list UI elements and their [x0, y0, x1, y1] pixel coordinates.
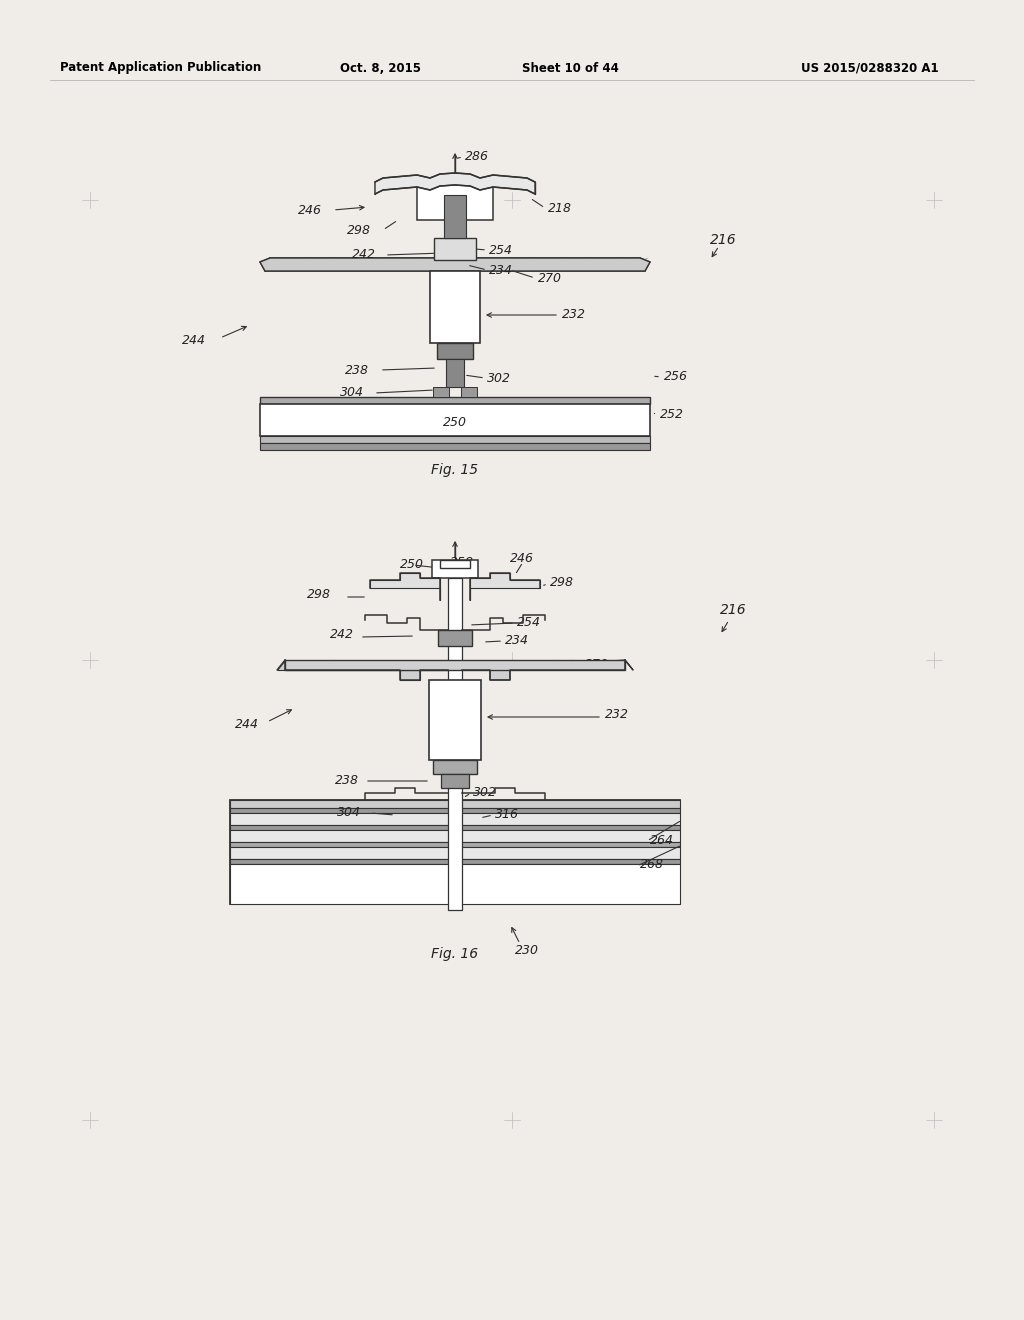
Text: Fig. 16: Fig. 16 [431, 946, 478, 961]
Text: 244: 244 [234, 718, 259, 731]
Bar [440, 560, 470, 568]
Bar [449, 578, 462, 909]
Bar [260, 397, 650, 404]
Bar [437, 343, 473, 359]
Text: 304: 304 [337, 805, 361, 818]
Text: 216: 216 [720, 603, 746, 616]
Bar [441, 774, 469, 788]
Polygon shape [462, 660, 633, 680]
Text: 234: 234 [489, 264, 513, 276]
Text: 218: 218 [548, 202, 572, 214]
Text: 256: 256 [664, 371, 688, 384]
Bar [230, 808, 680, 813]
Text: 302: 302 [473, 785, 497, 799]
Text: 216: 216 [710, 234, 736, 247]
Text: 246: 246 [510, 552, 534, 565]
Polygon shape [278, 660, 449, 680]
Bar [438, 630, 472, 645]
Text: 298: 298 [550, 576, 574, 589]
Text: 250: 250 [443, 416, 467, 429]
Text: 232: 232 [562, 309, 586, 322]
Text: 304: 304 [340, 387, 364, 400]
Text: 254: 254 [489, 243, 513, 256]
Bar [230, 865, 680, 904]
Text: 230: 230 [515, 945, 539, 957]
Polygon shape [470, 573, 540, 601]
Text: 270: 270 [538, 272, 562, 285]
Bar [230, 800, 680, 904]
Bar [230, 830, 680, 842]
Bar [260, 404, 650, 436]
Text: 302: 302 [487, 371, 511, 384]
Bar [433, 387, 449, 397]
Text: 244: 244 [182, 334, 206, 346]
Polygon shape [375, 173, 535, 194]
Text: 250: 250 [400, 558, 424, 572]
Bar [230, 800, 680, 808]
Bar [230, 842, 680, 847]
Text: 232: 232 [605, 709, 629, 722]
Text: 238: 238 [345, 363, 369, 376]
Text: 234: 234 [505, 634, 529, 647]
Bar [260, 444, 650, 450]
Text: 286: 286 [465, 150, 489, 164]
Text: 316: 316 [495, 808, 519, 821]
Bar [430, 271, 480, 343]
Text: Fig. 15: Fig. 15 [431, 463, 478, 477]
Bar [417, 178, 493, 220]
Text: 298: 298 [347, 223, 371, 236]
Bar [230, 847, 680, 859]
Text: Oct. 8, 2015: Oct. 8, 2015 [340, 62, 421, 74]
Text: 258: 258 [450, 556, 474, 569]
Bar [260, 436, 650, 444]
Bar [434, 238, 476, 260]
Text: 264: 264 [650, 833, 674, 846]
Text: 268: 268 [640, 858, 664, 871]
Text: 298: 298 [307, 589, 331, 602]
Text: 254: 254 [517, 615, 541, 628]
Text: Patent Application Publication: Patent Application Publication [60, 62, 261, 74]
Text: US 2015/0288320 A1: US 2015/0288320 A1 [801, 62, 939, 74]
Bar [432, 560, 478, 578]
Bar [444, 195, 466, 238]
Bar [230, 813, 680, 825]
Polygon shape [370, 573, 440, 601]
Polygon shape [260, 257, 650, 271]
Bar [429, 680, 481, 760]
Bar [461, 387, 477, 397]
Text: 238: 238 [335, 774, 359, 787]
Text: Sheet 10 of 44: Sheet 10 of 44 [521, 62, 618, 74]
Bar [230, 825, 680, 830]
Bar [285, 660, 625, 671]
Bar [433, 760, 477, 774]
Bar [446, 359, 464, 387]
Text: 252: 252 [660, 408, 684, 421]
Text: 246: 246 [298, 203, 322, 216]
Bar [230, 859, 680, 865]
Text: 242: 242 [330, 628, 354, 642]
Text: 242: 242 [352, 248, 376, 261]
Text: 270: 270 [585, 659, 609, 672]
